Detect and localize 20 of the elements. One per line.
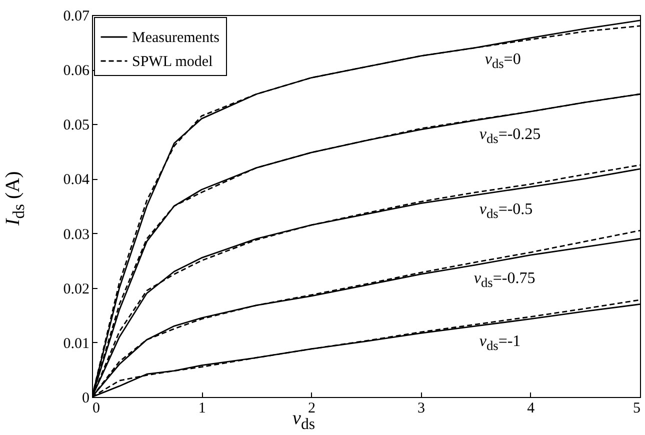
x-tick-label: 5 — [633, 400, 640, 416]
legend-label: Measurements — [132, 30, 220, 46]
annotation: v$_{ds}$=0 — [484, 51, 521, 72]
y-tick-label: 0 — [82, 390, 90, 406]
annotation: v$_{ds}$=-0.75 — [474, 270, 536, 290]
y-tick-label: 0.03 — [63, 226, 90, 243]
y-tick-label: 0.07 — [63, 8, 90, 24]
annotation: v$_{ds}$=-1 — [479, 333, 521, 354]
y-tick-label: 0.06 — [63, 63, 90, 80]
x-tick-label: 3 — [418, 400, 426, 416]
x-tick-label: 1 — [198, 400, 206, 416]
legend-label: SPWL model — [132, 54, 213, 70]
x-tick-label: 0 — [92, 400, 100, 416]
x-tick-label: 4 — [527, 400, 536, 416]
y-tick-label: 0.04 — [63, 172, 90, 188]
annotation: v$_{ds}$=-0.25 — [479, 126, 541, 146]
y-tick-label: 0.02 — [63, 281, 90, 298]
y-tick-label: 0.05 — [63, 118, 90, 134]
y-tick-label: 0.01 — [63, 336, 90, 352]
annotation: v$_{ds}$=-0.5 — [479, 201, 533, 222]
